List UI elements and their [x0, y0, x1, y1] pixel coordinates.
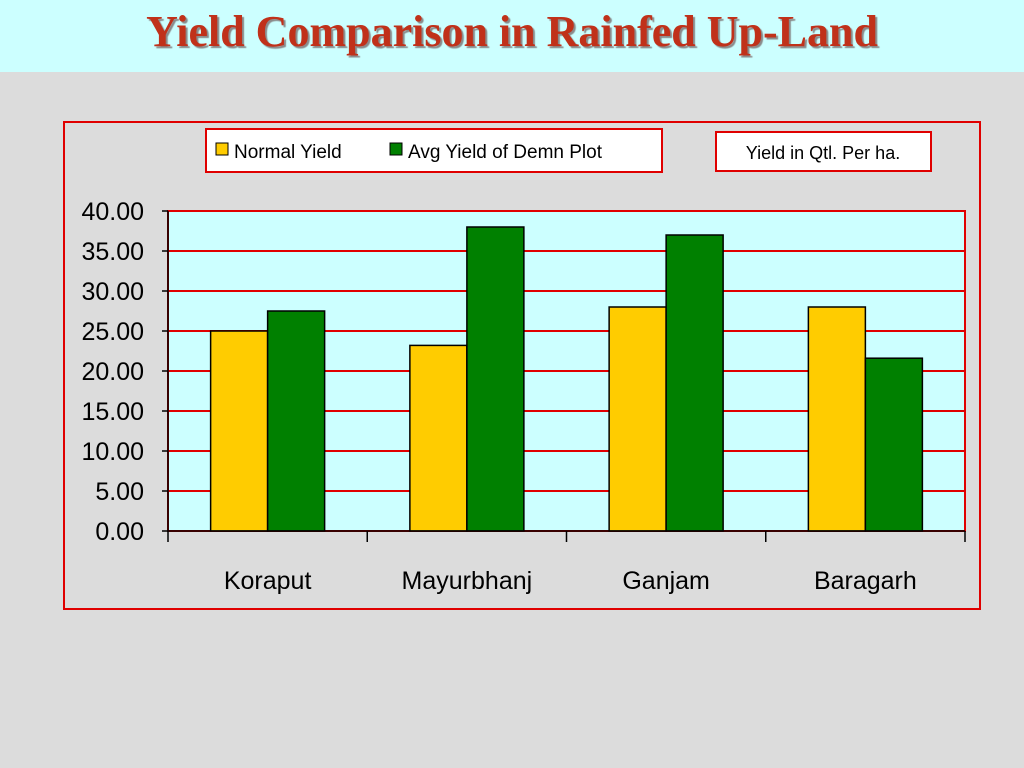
y-tick-label: 40.00	[81, 198, 144, 226]
y-tick-label: 15.00	[81, 398, 144, 426]
legend-swatch-normal-yield	[215, 142, 229, 156]
x-tick-label: Ganjam	[622, 567, 710, 595]
y-tick-label: 20.00	[81, 358, 144, 386]
bar-demn-plot	[665, 234, 724, 532]
bar-demn-plot	[864, 357, 924, 532]
y-tick-label: 5.00	[95, 478, 144, 506]
x-tick-label: Baragarh	[814, 567, 917, 595]
x-tick-labels: Koraput Mayurbhanj Ganjam Baragarh	[224, 567, 917, 595]
title-bar	[0, 0, 1024, 72]
bar-normal-yield	[807, 306, 867, 532]
y-tick-label: 25.00	[81, 318, 144, 346]
unit-note-box	[715, 131, 932, 172]
x-tick-label: Mayurbhanj	[402, 567, 533, 595]
x-tick-label: Koraput	[224, 567, 312, 595]
y-tick-label: 10.00	[81, 438, 144, 466]
legend-box	[205, 128, 663, 173]
page-title: Yield Comparison in Rainfed Up-Land	[146, 7, 878, 56]
y-tick-label: 35.00	[81, 238, 144, 266]
legend-swatch-demn-plot	[389, 142, 403, 156]
unit-note: Yield in Qtl. Per ha.	[746, 143, 900, 163]
legend-label-normal-yield: Normal Yield	[234, 142, 342, 163]
y-tick-label: 30.00	[81, 278, 144, 306]
bar-demn-plot	[466, 226, 525, 532]
bar-demn-plot	[266, 310, 326, 532]
legend-label-demn-plot: Avg Yield of Demn Plot	[408, 142, 603, 163]
bar-normal-yield	[409, 344, 468, 532]
y-tick-labels: 0.00 5.00 10.00 15.00 20.00 25.00 30.00 35.00 40…	[81, 198, 168, 546]
y-tick-label: 0.00	[95, 518, 144, 546]
bar-normal-yield	[209, 330, 269, 532]
bar-normal-yield	[608, 306, 667, 532]
